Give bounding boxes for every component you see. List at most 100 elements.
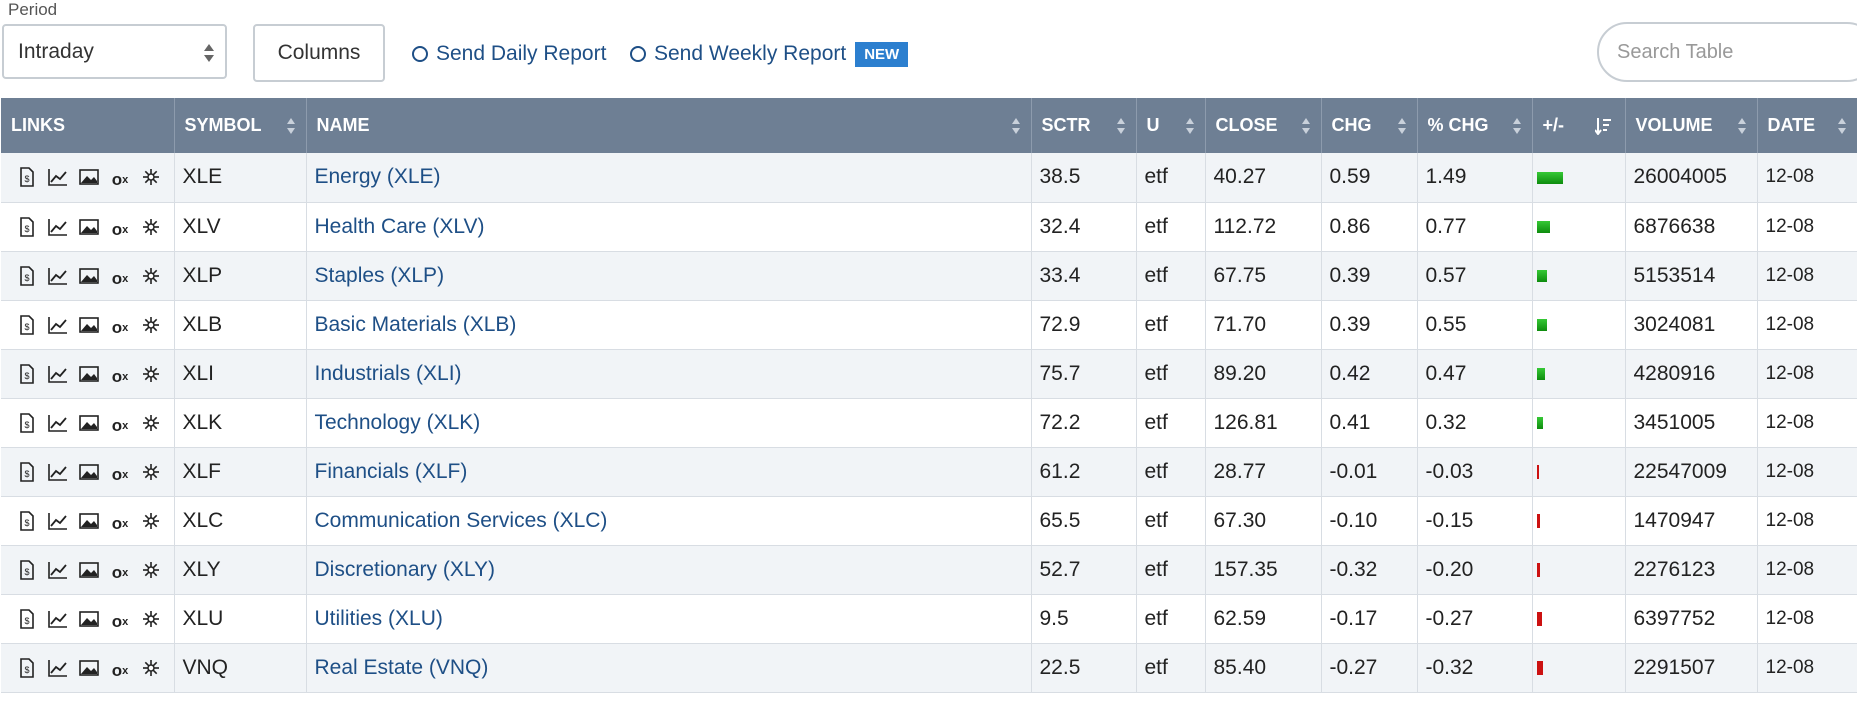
chart-icon[interactable] [47,657,69,679]
name-link-text[interactable]: Real Estate (VNQ) [314,655,489,679]
image-chart-icon[interactable] [78,363,100,385]
seasonality-icon[interactable] [140,265,162,287]
table-row[interactable]: $ o x XLK Technology (XLK) 72.2 etf 126.81 0.41 0… [1,398,1857,448]
column-header-close[interactable]: CLOSE [1205,98,1322,153]
image-chart-icon[interactable] [78,412,100,434]
summary-icon[interactable]: $ [16,363,38,385]
table-row[interactable]: $ o x XLU Utilities (XLU) 9.5 etf 62.59 -0.17 -0.… [1,594,1857,644]
column-header-plus-minus[interactable]: +/- [1532,98,1626,153]
image-chart-icon[interactable] [78,461,100,483]
name-link[interactable]: Industrials (XLI) [306,349,1032,399]
column-header-name[interactable]: NAME [306,98,1032,153]
table-row[interactable]: $ o x XLI Industrials (XLI) 75.7 etf 89.20 0.42 0… [1,349,1857,399]
column-header-u[interactable]: U [1136,98,1206,153]
table-row[interactable]: $ o x VNQ Real Estate (VNQ) 22.5 etf 85.40 -0.27… [1,643,1857,693]
chart-icon[interactable] [47,265,69,287]
name-link-text[interactable]: Utilities (XLU) [314,606,443,630]
image-chart-icon[interactable] [78,608,100,630]
period-select[interactable]: Intraday [2,24,227,79]
name-link[interactable]: Health Care (XLV) [306,202,1032,252]
chart-icon[interactable] [47,314,69,336]
summary-icon[interactable]: $ [16,314,38,336]
table-row[interactable]: $ o x XLE Energy (XLE) 38.5 etf 40.27 0.59 1.49 26… [1,153,1857,203]
name-link-text[interactable]: Financials (XLF) [314,459,468,483]
name-link-text[interactable]: Discretionary (XLY) [314,557,496,581]
columns-button[interactable]: Columns [253,24,385,82]
seasonality-icon[interactable] [140,216,162,238]
image-chart-icon[interactable] [78,657,100,679]
chart-icon[interactable] [47,461,69,483]
name-link[interactable]: Discretionary (XLY) [306,545,1032,595]
column-header-sctr[interactable]: SCTR [1031,98,1137,153]
send-weekly-report-radio[interactable]: Send Weekly Report NEW [630,41,909,67]
summary-icon[interactable]: $ [16,657,38,679]
name-link-text[interactable]: Industrials (XLI) [314,361,462,385]
name-link-text[interactable]: Communication Services (XLC) [314,508,608,532]
table-row[interactable]: $ o x XLF Financials (XLF) 61.2 etf 28.77 -0.01 -… [1,447,1857,497]
image-chart-icon[interactable] [78,559,100,581]
name-link[interactable]: Basic Materials (XLB) [306,300,1032,350]
chart-icon[interactable] [47,608,69,630]
name-link[interactable]: Financials (XLF) [306,447,1032,497]
summary-icon[interactable]: $ [16,166,38,188]
chart-icon[interactable] [47,216,69,238]
chart-icon[interactable] [47,510,69,532]
summary-icon[interactable]: $ [16,216,38,238]
chart-icon[interactable] [47,363,69,385]
seasonality-icon[interactable] [140,166,162,188]
name-link-text[interactable]: Basic Materials (XLB) [314,312,517,336]
name-link-text[interactable]: Health Care (XLV) [314,214,485,238]
seasonality-icon[interactable] [140,657,162,679]
image-chart-icon[interactable] [78,510,100,532]
summary-icon[interactable]: $ [16,461,38,483]
column-header-volume[interactable]: VOLUME [1625,98,1758,153]
seasonality-icon[interactable] [140,314,162,336]
seasonality-icon[interactable] [140,412,162,434]
chart-icon[interactable] [47,166,69,188]
summary-icon[interactable]: $ [16,265,38,287]
name-link-text[interactable]: Energy (XLE) [314,165,441,189]
summary-icon[interactable]: $ [16,559,38,581]
chart-icon[interactable] [47,559,69,581]
seasonality-icon[interactable] [140,461,162,483]
table-row[interactable]: $ o x XLC Communication Services (XLC) 65.5 et… [1,496,1857,546]
summary-icon[interactable]: $ [16,412,38,434]
name-link[interactable]: Utilities (XLU) [306,594,1032,644]
image-chart-icon[interactable] [78,216,100,238]
seasonality-icon[interactable] [140,608,162,630]
name-link[interactable]: Technology (XLK) [306,398,1032,448]
send-daily-report-radio[interactable]: Send Daily Report [412,41,606,67]
table-row[interactable]: $ o x XLP Staples (XLP) 33.4 etf 67.75 0.39 0.57 5… [1,251,1857,301]
table-row[interactable]: $ o x XLV Health Care (XLV) 32.4 etf 112.72 0.86… [1,202,1857,252]
seasonality-icon[interactable] [140,510,162,532]
search-input[interactable]: Search Table [1597,22,1857,82]
image-chart-icon[interactable] [78,265,100,287]
table-row[interactable]: $ o x XLB Basic Materials (XLB) 72.9 etf 71.70 0… [1,300,1857,350]
column-header-symbol[interactable]: SYMBOL [174,98,307,153]
name-link[interactable]: Energy (XLE) [306,153,1032,203]
name-link[interactable]: Staples (XLP) [306,251,1032,301]
name-link-text[interactable]: Staples (XLP) [314,263,445,287]
column-header-pct-chg[interactable]: % CHG [1417,98,1533,153]
image-chart-icon[interactable] [78,314,100,336]
seasonality-icon[interactable] [140,363,162,385]
name-link-text[interactable]: Technology (XLK) [314,410,481,434]
name-link[interactable]: Real Estate (VNQ) [306,643,1032,693]
column-header-chg[interactable]: CHG [1321,98,1418,153]
chart-icon[interactable] [47,412,69,434]
summary-icon[interactable]: $ [16,608,38,630]
summary-icon[interactable]: $ [16,510,38,532]
name-link[interactable]: Communication Services (XLC) [306,496,1032,546]
column-header-date[interactable]: DATE [1757,98,1857,153]
